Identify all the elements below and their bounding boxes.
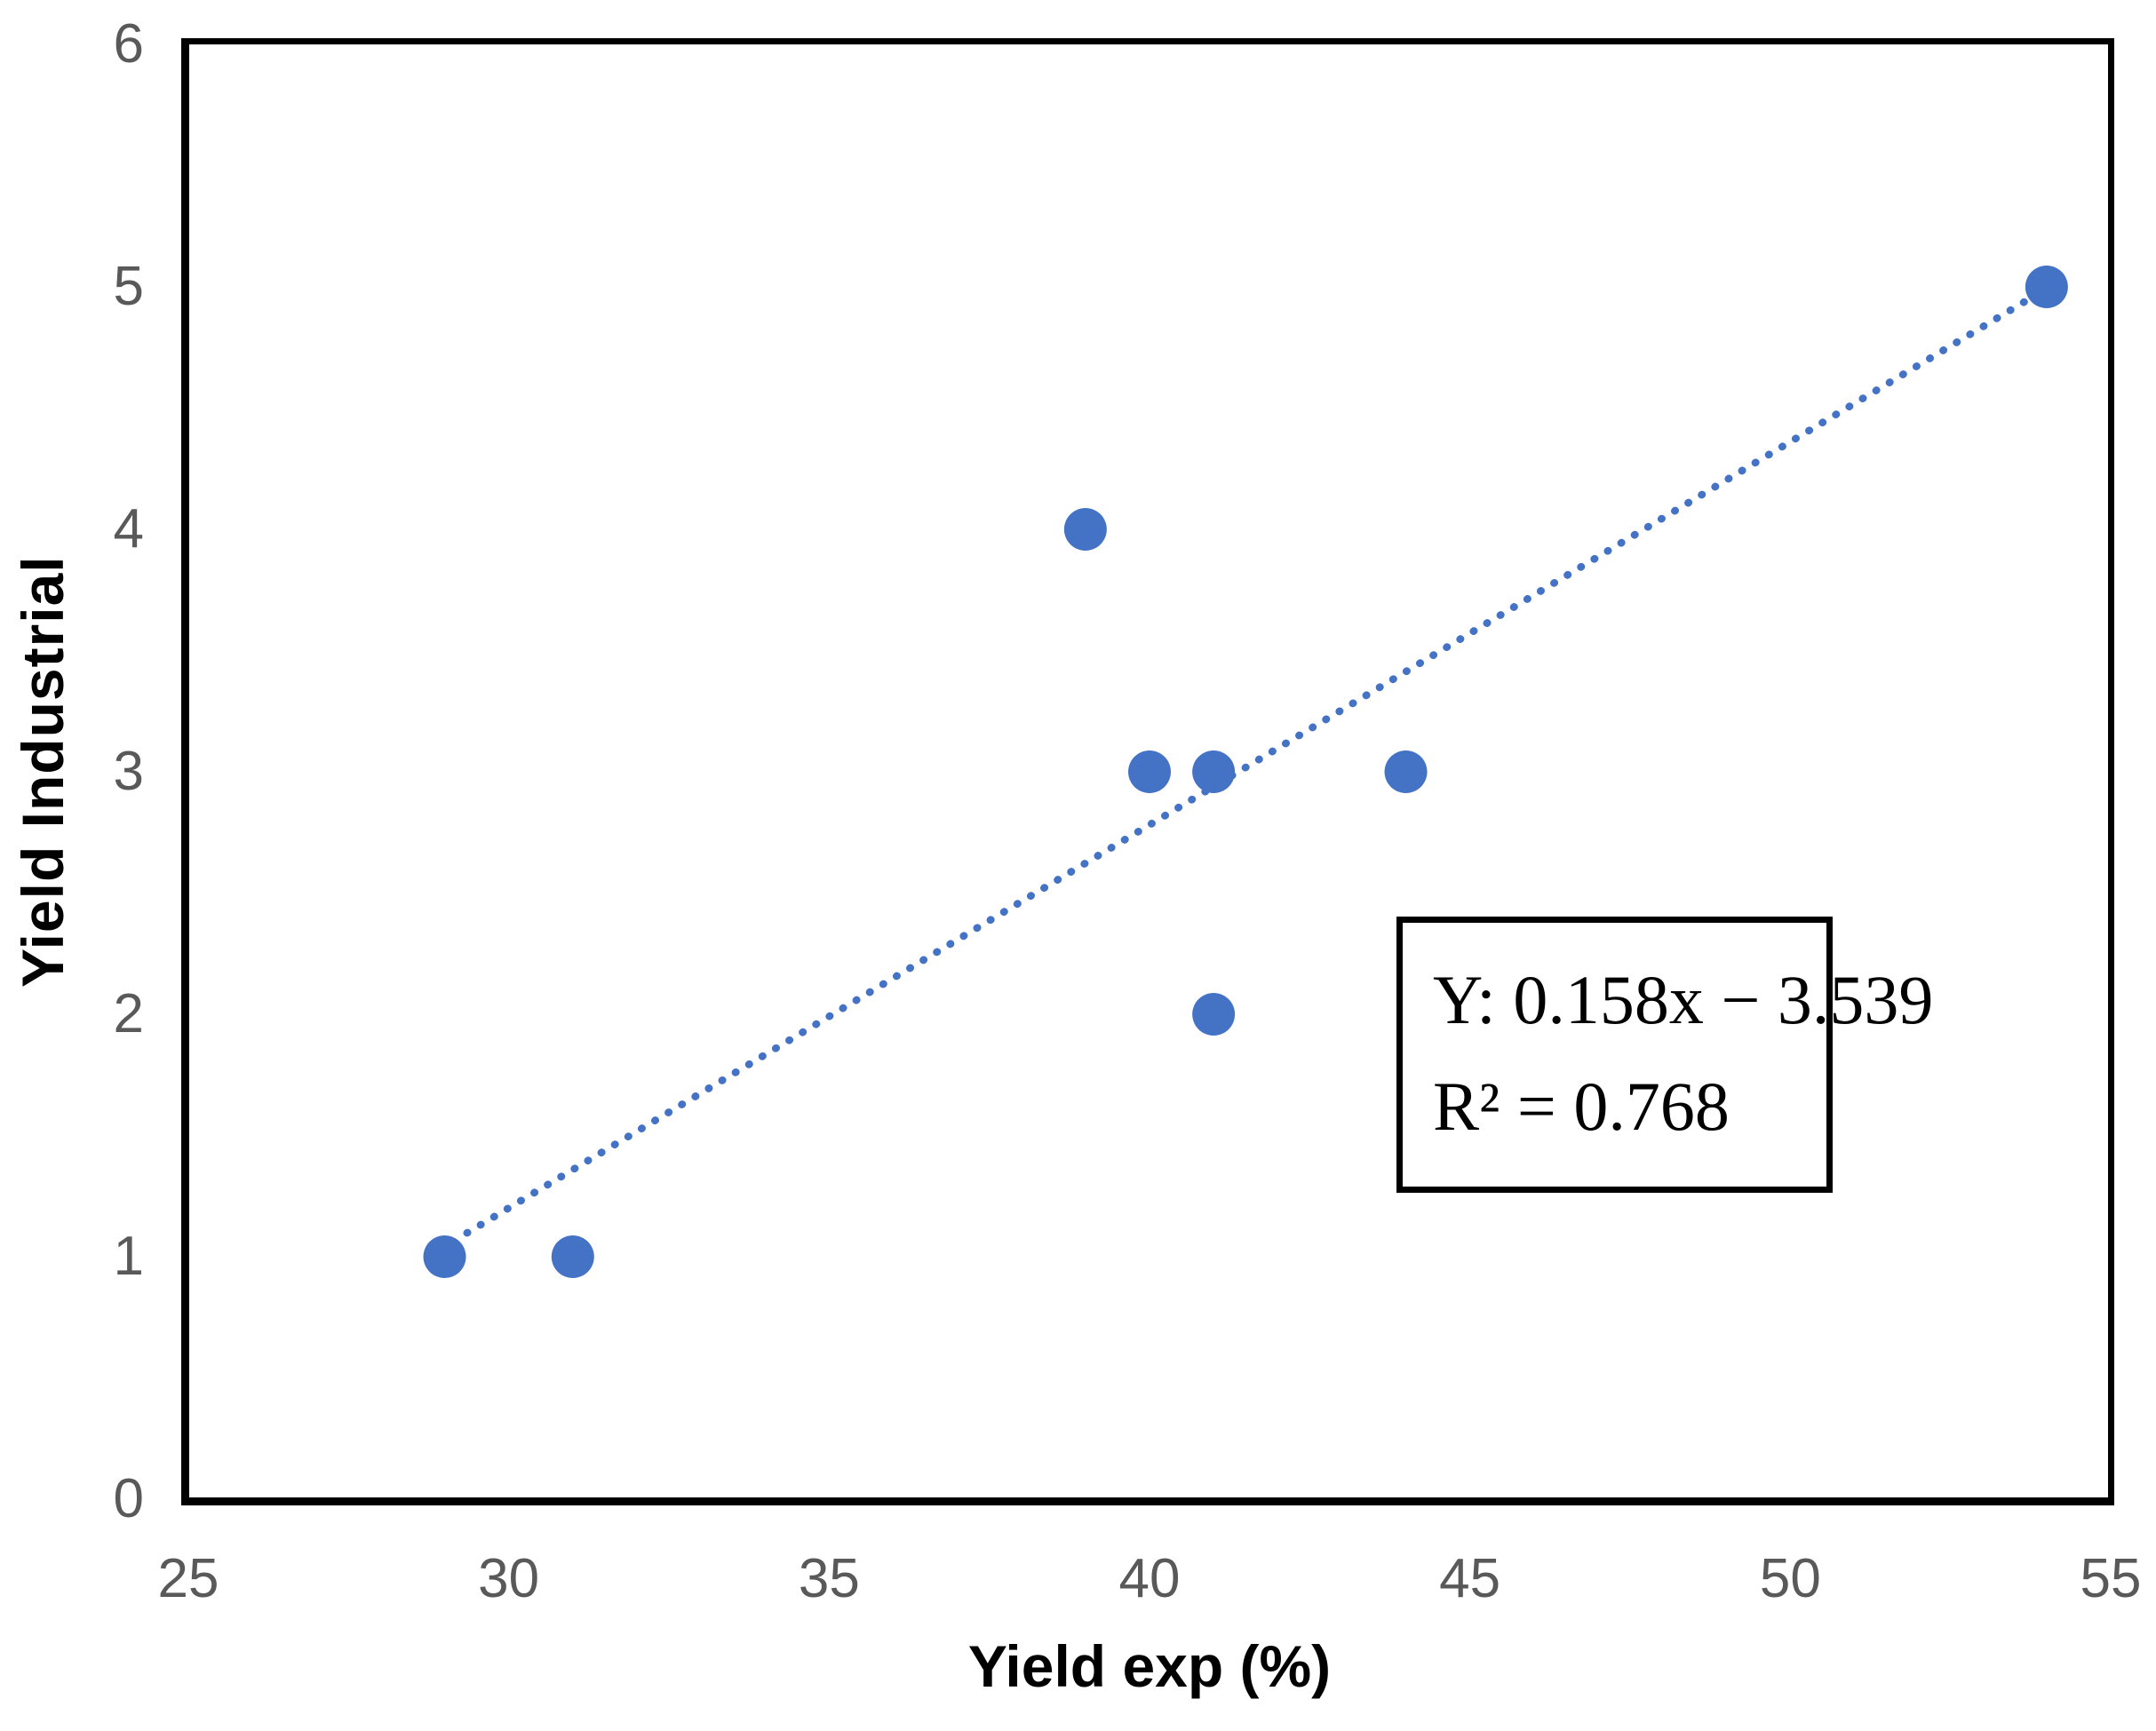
data-point: [2025, 266, 2068, 308]
y-tick-label: 0: [113, 1468, 144, 1529]
x-tick-label: 55: [2080, 1548, 2142, 1609]
regression-equation: Y: 0.158x − 3.539: [1433, 961, 1934, 1038]
x-tick-label: 30: [478, 1548, 540, 1609]
data-point: [551, 1235, 594, 1278]
x-axis-title: Yield exp (%): [967, 1633, 1332, 1699]
data-point: [1192, 750, 1236, 793]
x-tick-label: 35: [798, 1548, 860, 1609]
y-tick-label: 1: [113, 1226, 144, 1287]
data-point: [1063, 508, 1107, 551]
data-point: [1128, 750, 1171, 793]
r-squared-value: R² = 0.768: [1433, 1068, 1730, 1145]
data-point: [1384, 750, 1428, 793]
x-tick-label: 50: [1759, 1548, 1821, 1609]
plot-canvas: [423, 266, 2068, 1278]
y-tick-label: 3: [113, 741, 144, 802]
data-point: [423, 1235, 466, 1278]
y-tick-label: 2: [113, 983, 144, 1044]
y-tick-label: 4: [113, 498, 144, 560]
x-tick-label: 45: [1439, 1548, 1501, 1609]
x-tick-label: 25: [157, 1548, 219, 1609]
data-point: [1192, 993, 1236, 1036]
x-tick-label: 40: [1118, 1548, 1181, 1609]
y-tick-label: 6: [113, 13, 144, 75]
y-tick-label: 5: [113, 256, 144, 317]
trendline: [463, 284, 2051, 1237]
regression-annotation-box: Y: 0.158x − 3.539 R² = 0.768: [1396, 917, 1934, 1193]
